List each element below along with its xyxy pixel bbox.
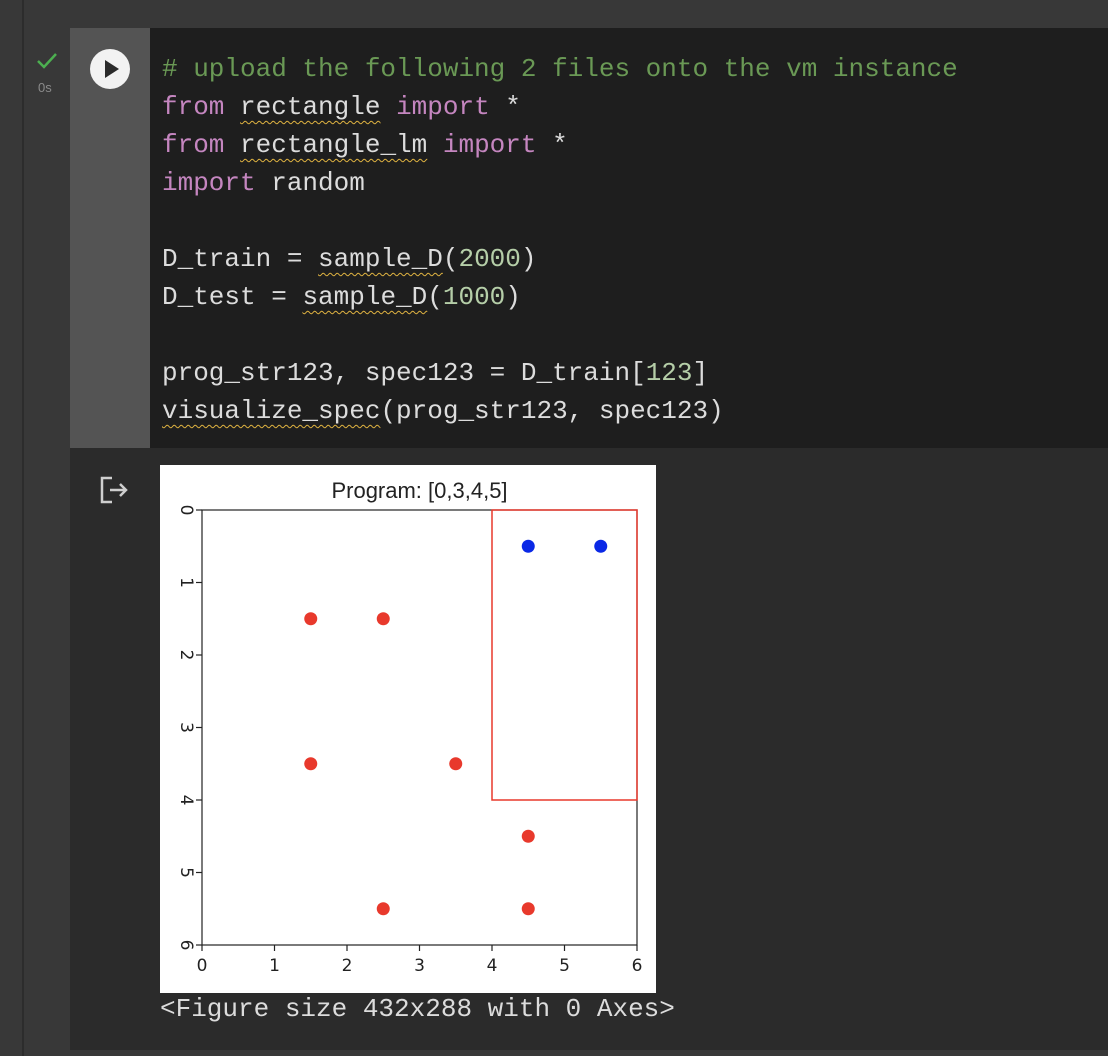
y-tick-label: 4: [176, 795, 196, 806]
x-tick-label: 3: [414, 956, 425, 976]
data-point: [376, 902, 390, 916]
data-point: [521, 829, 535, 843]
notebook-top-strip: [0, 0, 1108, 28]
code-token: 2000: [458, 244, 521, 274]
plot-figure: Program: [0,3,4,5] 0 1 2 3 4 5 6 0 1 2 3 4 5 6: [160, 465, 656, 993]
code-line[interactable]: import random: [162, 164, 958, 202]
code-token: (: [442, 244, 459, 274]
code-token: D_train =: [162, 244, 319, 274]
code-token: import: [396, 92, 490, 122]
code-line[interactable]: visualize_spec(prog_str123, spec123): [162, 392, 958, 430]
code-token: from: [162, 130, 225, 160]
code-line[interactable]: [162, 316, 958, 354]
code-token: [427, 130, 443, 160]
x-tick-label: 5: [559, 956, 570, 976]
data-point: [376, 612, 390, 626]
code-token: rectangle_lm: [240, 130, 428, 160]
code-token: rectangle: [240, 92, 381, 122]
code-token: import: [162, 168, 256, 198]
x-tick-label: 2: [342, 956, 353, 976]
x-tick-label: 4: [487, 956, 498, 976]
code-token: 1000: [442, 282, 506, 312]
code-editor[interactable]: # upload the following 2 files onto the …: [150, 28, 1108, 448]
y-tick-label: 2: [176, 650, 196, 661]
chart-title: Program: [0,3,4,5]: [331, 478, 507, 503]
code-token: ]: [692, 358, 709, 388]
y-tick-label: 5: [176, 867, 196, 878]
code-token: ): [520, 244, 537, 274]
x-tick-label: 1: [269, 956, 280, 976]
code-token: [224, 130, 240, 160]
execution-time: 0s: [38, 80, 52, 95]
cell-gutter: [70, 28, 150, 448]
play-icon: [91, 50, 129, 88]
code-token: random: [255, 168, 365, 198]
check-icon: [37, 53, 57, 69]
code-line[interactable]: prog_str123, spec123 = D_train[123]: [162, 354, 958, 392]
code-token: visualize_spec: [162, 396, 381, 426]
code-line[interactable]: from rectangle_lm import *: [162, 126, 958, 164]
code-token: (: [427, 282, 443, 312]
axes-frame: [201, 509, 638, 946]
code-line[interactable]: # upload the following 2 files onto the …: [162, 50, 958, 88]
data-point: [304, 757, 318, 771]
code-token: from: [162, 92, 225, 122]
notebook-left-rail: [22, 0, 24, 1056]
cell-output: Program: [0,3,4,5] 0 1 2 3 4 5 6 0 1 2 3 4 5 6 <Figure…: [70, 448, 1108, 1050]
code-token: ): [505, 282, 521, 312]
code-line[interactable]: D_train = sample_D(2000): [162, 240, 958, 278]
code-line[interactable]: D_test = sample_D(1000): [162, 278, 958, 316]
program-rectangle: [491, 509, 638, 801]
code-cell[interactable]: # upload the following 2 files onto the …: [70, 28, 1108, 448]
code-token: sample_D: [318, 244, 443, 274]
y-tick-label: 6: [176, 940, 196, 951]
output-redirect-icon[interactable]: [98, 474, 132, 506]
code-token: [380, 92, 396, 122]
code-token: import: [442, 130, 537, 160]
code-token: *: [489, 92, 521, 122]
code-token: 123: [645, 358, 693, 388]
data-point: [521, 539, 535, 553]
x-tick-label: 6: [632, 956, 643, 976]
y-tick-label: 0: [176, 505, 196, 516]
data-point: [449, 757, 463, 771]
code-line[interactable]: from rectangle import *: [162, 88, 958, 126]
figure-size-text: <Figure size 432x288 with 0 Axes>: [160, 994, 675, 1024]
code-token: prog_str123, spec123 = D_train[: [162, 358, 646, 388]
code-token: *: [536, 130, 568, 160]
code-token: D_test =: [162, 282, 303, 312]
data-point: [594, 539, 608, 553]
code-line[interactable]: [162, 202, 958, 240]
code-token: # upload the following 2 files onto the …: [162, 54, 958, 84]
y-tick-label: 3: [176, 722, 196, 733]
code-text[interactable]: # upload the following 2 files onto the …: [162, 50, 958, 430]
code-token: [224, 92, 240, 122]
y-tick-label: 1: [176, 577, 196, 588]
data-point: [521, 902, 535, 916]
run-cell-button[interactable]: [90, 49, 130, 89]
code-token: sample_D: [302, 282, 428, 312]
code-token: (prog_str123, spec123): [380, 396, 724, 426]
data-point: [304, 612, 318, 626]
x-tick-label: 0: [197, 956, 208, 976]
